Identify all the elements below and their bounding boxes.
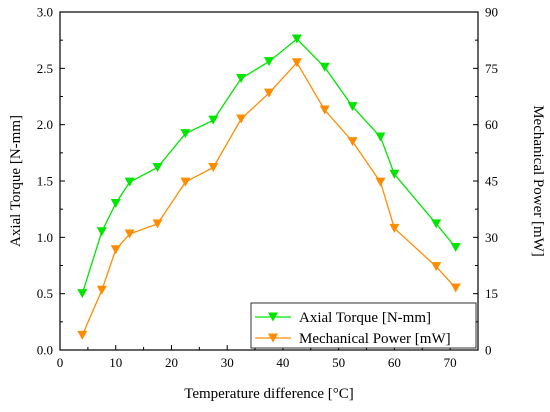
- y2-tick-label: 15: [485, 286, 498, 301]
- series-1-point: [124, 229, 135, 239]
- series-1-point: [236, 114, 247, 124]
- x-tick-label: 30: [221, 355, 234, 370]
- y-tick-label: 1.0: [37, 230, 53, 245]
- y-tick-label: 2.5: [37, 61, 53, 76]
- x-tick-label: 40: [276, 355, 289, 370]
- y2-tick-label: 60: [485, 117, 498, 132]
- series-1-point: [180, 177, 191, 187]
- x-tick-label: 0: [57, 355, 64, 370]
- y-tick-label: 2.0: [37, 117, 53, 132]
- series-0-point: [319, 62, 330, 72]
- series-1-point: [96, 285, 107, 295]
- y-axis-title: Axial Torque [N-mm]: [8, 115, 24, 247]
- series-1-point: [264, 88, 274, 98]
- series-0-point: [389, 169, 400, 179]
- series-0-point: [110, 199, 121, 209]
- y2-tick-label: 0: [485, 343, 492, 358]
- y2-axis-title: Mechanical Power [mW]: [530, 105, 546, 257]
- series-1-point: [152, 219, 163, 229]
- series-1-point: [431, 262, 442, 272]
- series-0-point: [450, 242, 461, 252]
- series-0-point: [236, 73, 247, 83]
- y-tick-label: 0.5: [37, 286, 53, 301]
- x-tick-label: 70: [444, 355, 457, 370]
- series-0-point: [124, 177, 135, 187]
- series-1-point: [389, 223, 400, 233]
- series-1-point: [375, 177, 386, 187]
- series-0-point: [180, 129, 191, 139]
- legend-label-torque: Axial Torque [N-mm]: [299, 310, 431, 326]
- y-tick-label: 0.0: [37, 343, 53, 358]
- series-line-0: [81, 38, 457, 294]
- y2-tick-label: 90: [485, 5, 498, 20]
- y2-tick-label: 45: [485, 174, 498, 189]
- series-line-1: [81, 61, 457, 336]
- series-1-point: [110, 245, 121, 255]
- y-tick-label: 3.0: [37, 5, 53, 20]
- x-tick-label: 10: [109, 355, 122, 370]
- x-tick-label: 50: [332, 355, 345, 370]
- x-tick-label: 60: [388, 355, 401, 370]
- series-0-point: [347, 102, 358, 112]
- series-1-point: [77, 330, 88, 340]
- series-0-point: [375, 132, 386, 142]
- series-0-point: [264, 57, 274, 67]
- series-0-point: [208, 115, 219, 125]
- series-0-point: [291, 34, 302, 44]
- series-1-point: [450, 283, 461, 293]
- series-layer: [77, 34, 461, 340]
- x-axis-title: Temperature difference [°C]: [184, 386, 354, 402]
- series-1-point: [291, 58, 302, 68]
- series-0-point: [96, 227, 107, 237]
- series-0-point: [77, 289, 88, 299]
- legend-box: [250, 302, 477, 349]
- series-1-point: [347, 137, 358, 147]
- y2-tick-label: 75: [485, 61, 498, 76]
- legend-marker-torque: [268, 312, 278, 322]
- y-tick-label: 1.5: [37, 174, 53, 189]
- series-0-point: [152, 162, 163, 172]
- y2-tick-label: 30: [485, 230, 498, 245]
- series-1-point: [208, 162, 219, 172]
- legend-marker-power: [268, 333, 278, 343]
- series-0-point: [431, 219, 442, 229]
- legend: Axial Torque [N-mm] Mechanical Power [mW…: [250, 302, 477, 349]
- legend-label-power: Mechanical Power [mW]: [299, 331, 451, 347]
- series-1-point: [319, 105, 330, 115]
- x-tick-label: 20: [165, 355, 178, 370]
